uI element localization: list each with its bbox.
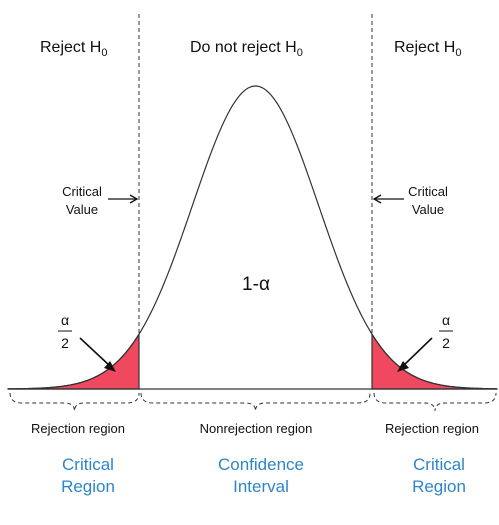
reject-h0-right: Reject H0 — [394, 39, 461, 59]
alpha-left-numerator: α — [61, 312, 69, 328]
do-not-reject-h0: Do not reject H0 — [190, 39, 303, 59]
arrow-to-critical-right — [372, 194, 404, 204]
confidence-interval-line1: Confidence — [218, 455, 304, 474]
brace-nonrejection — [140, 392, 371, 412]
confidence-interval-line2: Interval — [233, 477, 289, 496]
critical-region-left-line1: Critical — [62, 455, 114, 474]
nonrejection-region-label: Nonrejection region — [200, 421, 313, 436]
arrow-to-critical-left — [108, 194, 139, 204]
alpha-right-denominator: 2 — [442, 335, 450, 351]
brace-rejection-left — [9, 392, 140, 412]
critical-region-right-line2: Region — [412, 477, 466, 496]
rejection-region-right-label: Rejection region — [385, 421, 479, 436]
critical-value-left-line1: Critical — [62, 184, 102, 199]
alpha-right-numerator: α — [442, 312, 450, 328]
critical-region-right-line1: Critical — [413, 455, 465, 474]
critical-value-left-line2: Value — [66, 202, 98, 217]
brace-rejection-right — [373, 392, 497, 412]
critical-value-right-line2: Value — [412, 202, 444, 217]
critical-value-right-line1: Critical — [408, 184, 448, 199]
arrow-alpha-right — [397, 337, 433, 372]
bell-curve — [7, 85, 498, 390]
left-rejection-tail — [7, 332, 140, 390]
right-rejection-tail — [371, 332, 498, 390]
rejection-region-left-label: Rejection region — [31, 421, 125, 436]
critical-region-left-line2: Region — [61, 477, 115, 496]
reject-h0-left: Reject H0 — [40, 39, 107, 59]
arrow-alpha-left — [79, 337, 116, 372]
alpha-left-denominator: 2 — [61, 335, 69, 351]
confidence-level-label: 1-α — [242, 274, 270, 295]
